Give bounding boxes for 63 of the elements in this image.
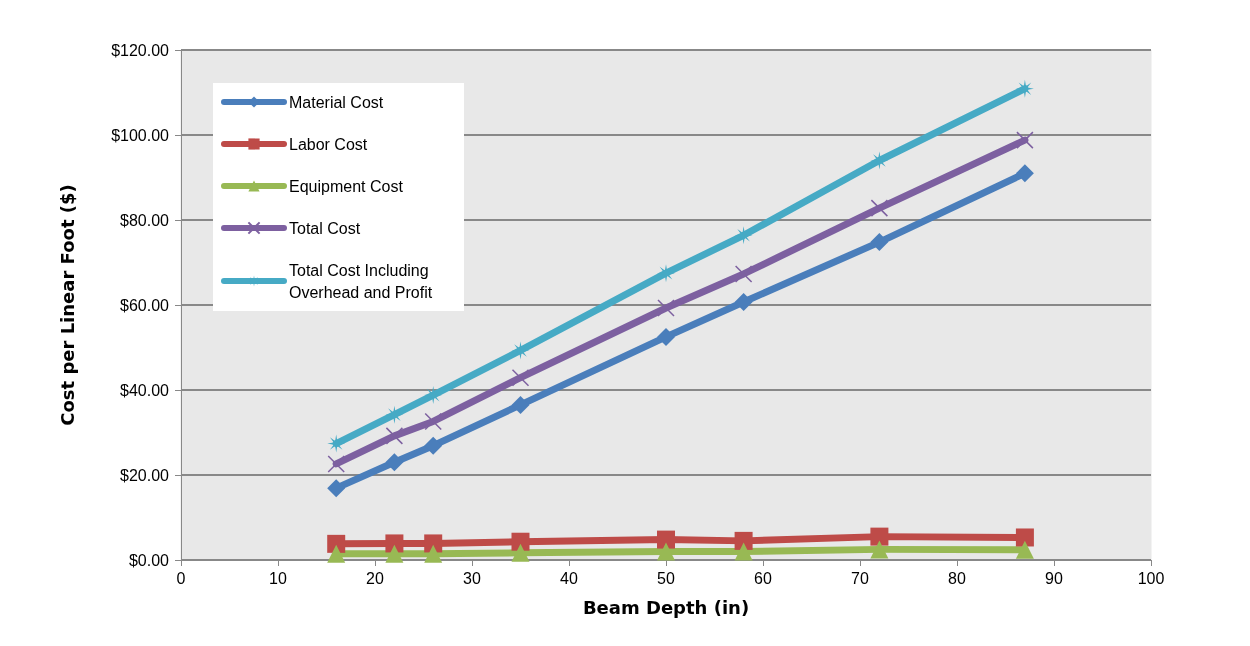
- point: [657, 530, 675, 549]
- point: [1015, 528, 1034, 547]
- x-tick-label: 30: [463, 569, 481, 587]
- point: [424, 544, 443, 563]
- point: [327, 434, 346, 453]
- point: [511, 368, 530, 387]
- point: [1015, 79, 1034, 98]
- y-tick-label: $60.00: [120, 296, 170, 314]
- point: [657, 299, 675, 317]
- y-tick-label: $0.00: [128, 551, 170, 569]
- point: [870, 540, 889, 559]
- point: [734, 542, 753, 561]
- point: [657, 542, 675, 561]
- x-tick-label: 20: [366, 569, 384, 587]
- x-tick-label: 40: [560, 569, 578, 587]
- point: [327, 479, 346, 498]
- point: [424, 386, 443, 405]
- point: [511, 532, 530, 551]
- x-tick-label: 80: [948, 569, 966, 587]
- point: [511, 543, 530, 562]
- point: [385, 405, 404, 424]
- y-axis-title: Cost per Linear Foot ($): [56, 184, 78, 426]
- legend-label: Total Cost Including Overhead and Profit: [289, 261, 434, 301]
- y-tick-label: $40.00: [120, 381, 170, 399]
- x-tick-label: 90: [1045, 569, 1063, 587]
- point: [870, 199, 889, 217]
- point: [511, 395, 530, 414]
- point: [385, 544, 404, 563]
- legend-label: Equipment Cost: [289, 177, 404, 195]
- legend-label: Material Cost: [289, 93, 384, 111]
- point: [1015, 540, 1034, 559]
- point: [511, 341, 530, 360]
- point: [734, 531, 753, 550]
- point: [327, 455, 345, 473]
- point: [734, 226, 753, 245]
- point: [870, 151, 889, 170]
- legend-label: Labor Cost: [289, 135, 368, 153]
- point: [424, 436, 443, 455]
- point: [424, 412, 442, 431]
- legend-label: Total Cost: [289, 219, 361, 237]
- point: [327, 544, 346, 563]
- point: [385, 427, 404, 445]
- y-tick-label: $100.00: [111, 126, 170, 144]
- point: [1016, 131, 1034, 149]
- x-axis-title: Beam Depth (in): [582, 596, 750, 618]
- x-tick-label: 60: [754, 569, 772, 587]
- point: [657, 327, 675, 346]
- point: [734, 293, 753, 312]
- x-tick-label: 100: [1137, 569, 1165, 587]
- y-tick-label: $80.00: [120, 211, 170, 229]
- y-tick-label: $20.00: [120, 466, 170, 484]
- x-tick-label: 70: [851, 569, 869, 587]
- x-tick-label: 10: [269, 569, 287, 587]
- point: [424, 534, 443, 553]
- y-tick-label: $120.00: [111, 41, 170, 59]
- x-tick-label: 50: [657, 569, 675, 587]
- x-tick-label: 0: [176, 569, 186, 587]
- point: [870, 233, 889, 252]
- point: [734, 265, 753, 283]
- point: [1015, 164, 1034, 183]
- point: [385, 534, 404, 553]
- point: [385, 453, 404, 472]
- point: [870, 527, 889, 546]
